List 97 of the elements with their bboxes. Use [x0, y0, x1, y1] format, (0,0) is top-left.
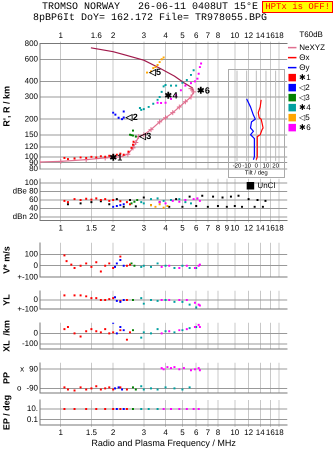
- x-tick-label: 3: [142, 223, 147, 232]
- x-tick-label: 2: [110, 428, 116, 438]
- x-tick-label: 6: [194, 428, 199, 438]
- legend-label: NeXYZ: [299, 42, 326, 52]
- x-tick-label: 7: [206, 223, 211, 232]
- y-tick-label: 0: [34, 295, 39, 304]
- x-tick-label: 10: [230, 31, 240, 40]
- x-tick-label: 3: [142, 31, 147, 40]
- y-tick-label: 800: [24, 38, 39, 48]
- x-tick-label: 1: [58, 223, 64, 232]
- y-tick-label: 200: [24, 114, 39, 124]
- y-tick-label: 90: [29, 364, 39, 374]
- x-tick-label: 10: [230, 428, 240, 438]
- y-tick-label: 40: [29, 204, 39, 213]
- y-tick-label: 600: [24, 54, 39, 64]
- y-axis-title: YL: [1, 294, 12, 306]
- x-tick-label: 14: [256, 428, 266, 438]
- y-axis-title: XL /km: [1, 320, 12, 352]
- y-tick-label: 0: [34, 260, 39, 270]
- y-tick-label: 400: [24, 76, 39, 86]
- y-tick-label: 60: [29, 195, 39, 204]
- x-tick-label: 14: [256, 31, 266, 40]
- x-tick-label: 6: [194, 31, 199, 40]
- x-axis-title: Radio and Plasma Frequency / MHz: [91, 438, 236, 448]
- x-tick-label: 3: [142, 428, 147, 438]
- y-tick-label: +-100: [17, 272, 39, 282]
- x-tick-label: 16: [266, 428, 276, 438]
- text: o: [16, 384, 22, 393]
- text: HPTx is OFF!: [262, 1, 333, 13]
- y-tick-label: 0.1: [26, 414, 39, 424]
- x-tick-label: 16: [266, 31, 276, 40]
- y-tick-label: 80: [29, 164, 39, 174]
- x-tick-label: 2: [110, 31, 116, 40]
- x-tick-label: 14: [256, 223, 266, 232]
- x-tick-label: 6: [194, 223, 199, 232]
- x-tick-label: 2: [110, 223, 116, 232]
- legend-label: Θx: [299, 52, 310, 62]
- legend-label: ◁2: [299, 82, 310, 92]
- y-tick-label: dBn 20: [12, 212, 39, 222]
- y-tick-label: -90: [26, 384, 39, 393]
- legend-label: ◁5: [299, 112, 310, 122]
- y-tick-label: 100: [24, 249, 39, 258]
- legend-label: UnCl: [257, 181, 276, 190]
- y-tick-label: 10.: [26, 404, 38, 414]
- y-axis-title: R', R / km: [1, 86, 12, 127]
- x-tick-label: 5: [180, 223, 186, 232]
- legend-label: ✱1: [299, 72, 312, 82]
- x-tick-label: 7: [206, 428, 211, 438]
- legend-label: ◁3: [299, 92, 310, 102]
- x-tick-label: 4: [163, 223, 168, 232]
- y-tick-label: 100: [24, 178, 39, 188]
- annotation: ✱6: [196, 85, 210, 96]
- x-tick-label: 8: [216, 31, 221, 40]
- legend-title: T60dB: [299, 30, 323, 40]
- y-tick-label: -100: [22, 339, 39, 348]
- x-tick-label: 5: [180, 31, 186, 40]
- y-axis-title: PP: [1, 372, 12, 384]
- annotation: ◁2: [124, 112, 138, 122]
- chart-title: TROMSO NORWAY 26-06-11 0408UT 15°E: [42, 2, 258, 13]
- y-tick-label: 90: [29, 158, 39, 167]
- x-tick-label: 4: [163, 31, 168, 40]
- x-tick-label: 4: [163, 428, 168, 438]
- x-tick-label: 9: [224, 223, 230, 232]
- x-tick-label: 1.5: [86, 223, 98, 232]
- y-tick-label: 0: [34, 328, 39, 338]
- y-axis-title: V* m/s: [1, 246, 12, 274]
- annotation: ◁3: [138, 131, 152, 142]
- y-tick-label: +-100: [17, 304, 39, 314]
- legend-label: Θy: [299, 62, 310, 72]
- x-tick-label: 10: [230, 223, 240, 232]
- x-tick-label: 18: [274, 31, 284, 40]
- legend-label: ✱6: [299, 122, 312, 132]
- x-tick-label: 5: [180, 428, 186, 438]
- y-tick-label: 300: [24, 92, 39, 102]
- x-tick-label: 12: [244, 223, 254, 232]
- x-tick-label: 8: [216, 428, 221, 438]
- x-tick-label: 1.5: [86, 428, 98, 438]
- x-tick-label: 1: [58, 31, 64, 40]
- x-tick-label: 16: [266, 223, 276, 232]
- x-tick-label: 18: [274, 223, 284, 232]
- x-tick-label: 7: [206, 31, 211, 40]
- x-tick-label: 1.6: [90, 31, 102, 40]
- legend-label: ✱4: [299, 102, 312, 112]
- annotation: ✱1: [109, 152, 122, 162]
- chart-subtitle: 8pBP6It DoY= 162.172 File= TR978055.BPG: [32, 13, 268, 24]
- y-tick-label: 150: [24, 130, 39, 139]
- x-tick-label: 12: [244, 428, 254, 438]
- annotation: ✱4: [164, 90, 178, 101]
- annotation: ◁5: [148, 67, 162, 78]
- x-tick-label: 1: [58, 428, 64, 438]
- x-tick-label: 18: [274, 428, 284, 438]
- x-tick-label: 8: [216, 223, 221, 232]
- text: x: [20, 364, 24, 374]
- y-tick-label: dBe 80: [12, 186, 39, 196]
- x-tick-label: 12: [244, 31, 254, 40]
- y-axis-title: EP / deg: [1, 394, 12, 430]
- y-tick-label: 120: [24, 142, 39, 152]
